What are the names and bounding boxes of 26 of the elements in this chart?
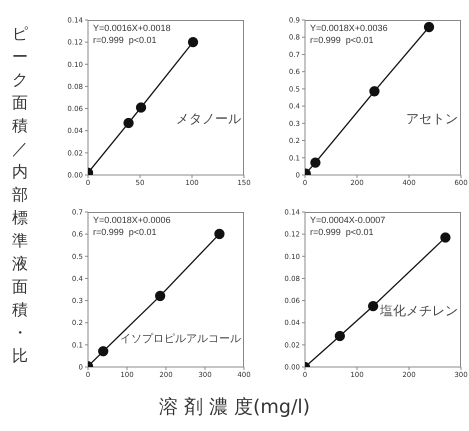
point bbox=[424, 22, 434, 32]
annotation: 塩化メチレン bbox=[380, 302, 458, 320]
text: ピーク面積／内部標準液面積・比 bbox=[12, 24, 28, 365]
point bbox=[214, 228, 225, 240]
point bbox=[334, 330, 345, 342]
annotation: アセトン bbox=[406, 110, 458, 128]
point bbox=[369, 86, 380, 96]
annotation: メタノール bbox=[176, 110, 241, 128]
annotation: Y=0.0018X+0.0036 bbox=[310, 23, 388, 33]
annotation: r=0.999 p<0.01 bbox=[93, 35, 157, 45]
annotation: Y=0.0004X-0.0007 bbox=[310, 215, 386, 225]
point bbox=[368, 300, 378, 312]
point bbox=[123, 118, 134, 128]
annotation: イソプロピルアルコール bbox=[120, 331, 241, 346]
annotation: r=0.999 p<0.01 bbox=[93, 227, 157, 237]
annotation: Y=0.0018X+0.0006 bbox=[93, 215, 171, 225]
point bbox=[310, 157, 321, 168]
point bbox=[440, 232, 451, 243]
point bbox=[136, 102, 146, 113]
annotation: r=0.999 p<0.01 bbox=[310, 227, 374, 237]
annotation: Y=0.0016X+0.0018 bbox=[93, 23, 171, 33]
point bbox=[188, 36, 198, 48]
annotation: r=0.999 p<0.01 bbox=[310, 35, 374, 45]
x-axis-title: 溶 剤 濃 度(mg/l) bbox=[158, 395, 312, 420]
point bbox=[155, 290, 166, 302]
point bbox=[98, 346, 108, 356]
